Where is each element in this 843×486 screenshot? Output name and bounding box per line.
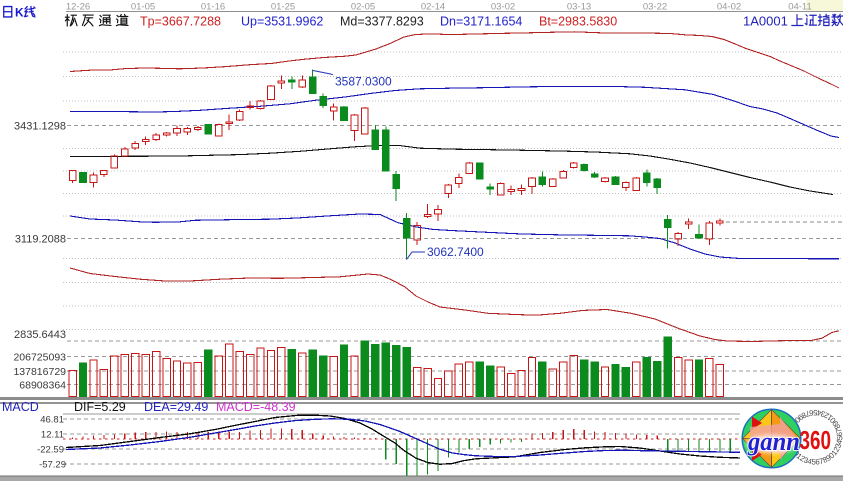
svg-text:2835.6443: 2835.6443	[14, 329, 66, 341]
svg-text:Up=3531.9962: Up=3531.9962	[241, 15, 323, 29]
svg-text:3119.2088: 3119.2088	[15, 233, 66, 245]
svg-text:01-16: 01-16	[201, 2, 225, 13]
svg-text:3062.7400: 3062.7400	[427, 245, 484, 259]
svg-text:02-14: 02-14	[421, 2, 445, 13]
svg-text:Bt=2983.5830: Bt=2983.5830	[539, 15, 617, 29]
svg-text:01-05: 01-05	[131, 2, 155, 13]
svg-text:206725093: 206725093	[13, 351, 66, 363]
svg-text:04-11: 04-11	[788, 2, 812, 13]
svg-text:-57.29: -57.29	[39, 459, 66, 470]
svg-text:137816729: 137816729	[13, 366, 66, 378]
svg-text:MACD=-48.39: MACD=-48.39	[216, 400, 296, 414]
svg-text:DIF=5.29: DIF=5.29	[74, 400, 126, 414]
svg-text:03-22: 03-22	[643, 2, 667, 13]
svg-text:12-26: 12-26	[66, 2, 90, 13]
svg-text:3431.1298: 3431.1298	[14, 121, 66, 133]
svg-text:Dn=3171.1654: Dn=3171.1654	[440, 15, 522, 29]
svg-text:68908364: 68908364	[19, 379, 66, 391]
svg-text:MACD: MACD	[2, 400, 39, 414]
svg-text:3587.0300: 3587.0300	[335, 75, 392, 89]
svg-text:12.11: 12.11	[41, 429, 64, 440]
svg-text:04-02: 04-02	[717, 2, 741, 13]
svg-text:02-05: 02-05	[351, 2, 375, 13]
svg-text:Tp=3667.7288: Tp=3667.7288	[140, 15, 221, 29]
svg-text:03-13: 03-13	[567, 2, 591, 13]
svg-text:46.81: 46.81	[40, 414, 64, 425]
svg-text:01-25: 01-25	[271, 2, 295, 13]
svg-text:03-02: 03-02	[491, 2, 515, 13]
svg-text:DEA=29.49: DEA=29.49	[144, 400, 208, 414]
svg-text:gann: gann	[747, 427, 800, 456]
svg-text:1A0001: 1A0001	[743, 14, 788, 29]
svg-text:360: 360	[800, 425, 832, 455]
svg-text:Md=3377.8293: Md=3377.8293	[340, 15, 424, 29]
svg-text:-22.59: -22.59	[37, 444, 64, 455]
svg-text:K: K	[15, 6, 24, 20]
